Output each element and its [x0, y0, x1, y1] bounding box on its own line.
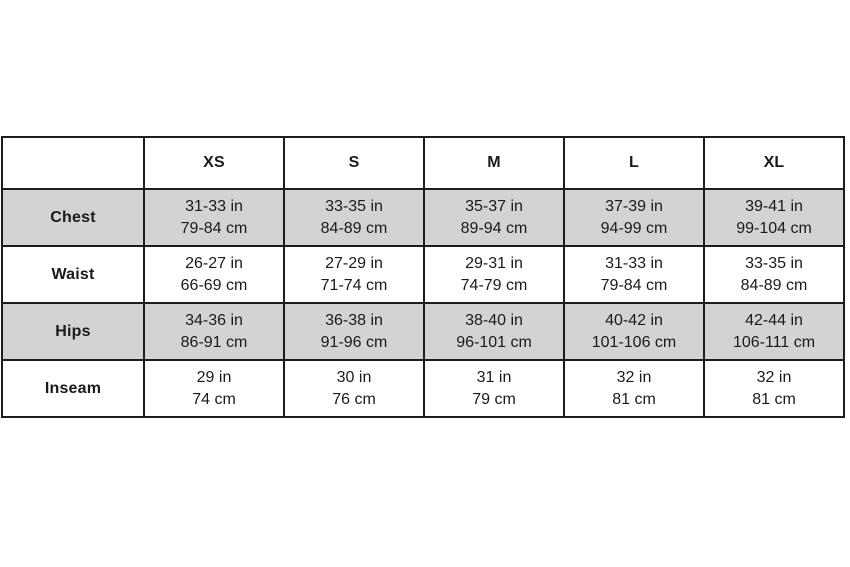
value-cm: 79 cm: [472, 390, 516, 408]
cell-waist-xl: 33-35 in 84-89 cm: [703, 245, 845, 304]
cell-chest-l: 37-39 in 94-99 cm: [563, 188, 705, 247]
size-chart-container: XS S M L XL Chest 31-33 in 79-84 cm 33-3…: [1, 136, 845, 418]
cell-waist-m: 29-31 in 74-79 cm: [423, 245, 565, 304]
value-cm: 99-104 cm: [736, 219, 812, 237]
cell-chest-xs: 31-33 in 79-84 cm: [143, 188, 285, 247]
cell-inseam-l: 32 in 81 cm: [563, 359, 705, 418]
value-in: 26-27 in: [185, 254, 243, 272]
cell-waist-s: 27-29 in 71-74 cm: [283, 245, 425, 304]
value-cm: 66-69 cm: [180, 276, 248, 294]
value-cm: 101-106 cm: [591, 333, 677, 351]
value-in: 42-44 in: [745, 311, 803, 329]
value-cm: 89-94 cm: [460, 219, 528, 237]
row-header-inseam: Inseam: [1, 359, 145, 418]
cell-inseam-xl: 32 in 81 cm: [703, 359, 845, 418]
value-cm: 79-84 cm: [180, 219, 248, 237]
cell-chest-s: 33-35 in 84-89 cm: [283, 188, 425, 247]
value-cm: 74-79 cm: [460, 276, 528, 294]
value-in: 40-42 in: [605, 311, 663, 329]
row-header-hips: Hips: [1, 302, 145, 361]
value-in: 38-40 in: [465, 311, 523, 329]
value-in: 35-37 in: [465, 197, 523, 215]
cell-hips-m: 38-40 in 96-101 cm: [423, 302, 565, 361]
value-cm: 96-101 cm: [456, 333, 532, 351]
column-header-xl: XL: [703, 136, 845, 190]
value-cm: 81 cm: [612, 390, 656, 408]
table-row-hips: Hips 34-36 in 86-91 cm 36-38 in 91-96 cm…: [1, 302, 845, 361]
value-cm: 106-111 cm: [732, 333, 816, 351]
value-cm: 81 cm: [752, 390, 796, 408]
value-cm: 79-84 cm: [600, 276, 668, 294]
cell-inseam-xs: 29 in 74 cm: [143, 359, 285, 418]
value-in: 30 in: [336, 368, 372, 386]
value-in: 34-36 in: [185, 311, 243, 329]
value-cm: 91-96 cm: [320, 333, 388, 351]
row-header-waist: Waist: [1, 245, 145, 304]
cell-waist-l: 31-33 in 79-84 cm: [563, 245, 705, 304]
corner-header-cell: [1, 136, 145, 190]
value-in: 39-41 in: [745, 197, 803, 215]
cell-hips-l: 40-42 in 101-106 cm: [563, 302, 705, 361]
column-header-l: L: [563, 136, 705, 190]
value-in: 33-35 in: [745, 254, 803, 272]
value-cm: 84-89 cm: [740, 276, 808, 294]
value-cm: 84-89 cm: [320, 219, 388, 237]
cell-chest-xl: 39-41 in 99-104 cm: [703, 188, 845, 247]
value-cm: 86-91 cm: [180, 333, 248, 351]
cell-inseam-s: 30 in 76 cm: [283, 359, 425, 418]
column-header-m: M: [423, 136, 565, 190]
header-row: XS S M L XL: [1, 136, 845, 190]
cell-hips-xs: 34-36 in 86-91 cm: [143, 302, 285, 361]
value-in: 29-31 in: [465, 254, 523, 272]
value-in: 37-39 in: [605, 197, 663, 215]
value-in: 33-35 in: [325, 197, 383, 215]
table-row-inseam: Inseam 29 in 74 cm 30 in 76 cm 31 in 79 …: [1, 359, 845, 418]
value-cm: 76 cm: [332, 390, 376, 408]
value-in: 32 in: [756, 368, 792, 386]
row-header-chest: Chest: [1, 188, 145, 247]
size-chart-table: XS S M L XL Chest 31-33 in 79-84 cm 33-3…: [1, 136, 845, 418]
value-in: 31 in: [476, 368, 512, 386]
cell-hips-xl: 42-44 in 106-111 cm: [703, 302, 845, 361]
cell-hips-s: 36-38 in 91-96 cm: [283, 302, 425, 361]
value-in: 31-33 in: [185, 197, 243, 215]
value-in: 29 in: [196, 368, 232, 386]
table-row-waist: Waist 26-27 in 66-69 cm 27-29 in 71-74 c…: [1, 245, 845, 304]
value-in: 31-33 in: [605, 254, 663, 272]
column-header-xs: XS: [143, 136, 285, 190]
value-cm: 74 cm: [192, 390, 236, 408]
value-cm: 94-99 cm: [600, 219, 668, 237]
cell-waist-xs: 26-27 in 66-69 cm: [143, 245, 285, 304]
value-in: 32 in: [616, 368, 652, 386]
value-cm: 71-74 cm: [320, 276, 388, 294]
value-in: 27-29 in: [325, 254, 383, 272]
value-in: 36-38 in: [325, 311, 383, 329]
cell-inseam-m: 31 in 79 cm: [423, 359, 565, 418]
table-row-chest: Chest 31-33 in 79-84 cm 33-35 in 84-89 c…: [1, 188, 845, 247]
column-header-s: S: [283, 136, 425, 190]
cell-chest-m: 35-37 in 89-94 cm: [423, 188, 565, 247]
